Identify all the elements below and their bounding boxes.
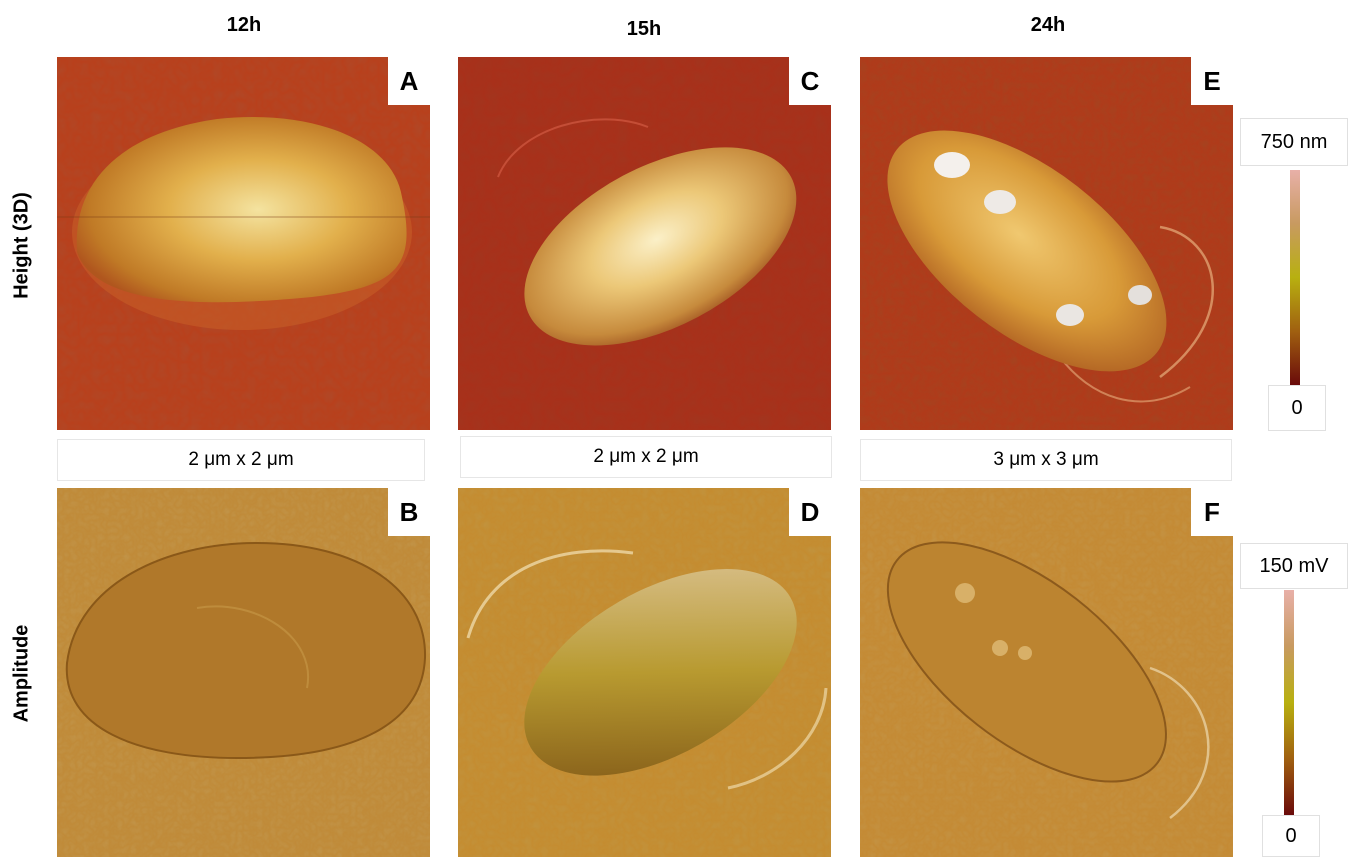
afm-amplitude-image-24h (860, 488, 1233, 857)
column-header-15h: 15h (626, 18, 662, 40)
panel-label-b: B (388, 488, 430, 536)
panel-label-e: E (1191, 57, 1233, 105)
afm-height-image-15h (458, 57, 831, 430)
afm-height-image-12h (57, 57, 430, 430)
scan-size-label-24h: 3 μm x 3 μm (860, 439, 1232, 481)
column-header-12h: 12h (226, 14, 262, 36)
amplitude-scale-min-label: 0 (1262, 815, 1320, 857)
row-header-height: Height (3D) (10, 192, 33, 299)
afm-height-panel-12h: A (57, 57, 430, 430)
afm-amplitude-image-15h (458, 488, 831, 857)
row-header-amplitude: Amplitude (10, 624, 33, 723)
amplitude-scale-max-label: 150 mV (1240, 543, 1348, 589)
afm-amplitude-panel-15h: D (458, 488, 831, 857)
panel-label-a: A (388, 57, 430, 105)
scan-size-label-12h: 2 μm x 2 μm (57, 439, 425, 481)
afm-amplitude-image-12h (57, 488, 430, 857)
afm-amplitude-panel-12h: B (57, 488, 430, 857)
scan-size-label-15h: 2 μm x 2 μm (460, 436, 832, 478)
amplitude-colorbar (1284, 590, 1294, 815)
height-colorbar (1290, 170, 1300, 385)
panel-label-f: F (1191, 488, 1233, 536)
height-scale-min-label: 0 (1268, 385, 1326, 431)
height-scale-max-label: 750 nm (1240, 118, 1348, 166)
panel-label-d: D (789, 488, 831, 536)
afm-height-panel-15h: C (458, 57, 831, 430)
afm-height-image-24h (860, 57, 1233, 430)
panel-label-c: C (789, 57, 831, 105)
column-header-24h: 24h (1030, 14, 1066, 36)
afm-height-panel-24h: E (860, 57, 1233, 430)
afm-amplitude-panel-24h: F (860, 488, 1233, 857)
